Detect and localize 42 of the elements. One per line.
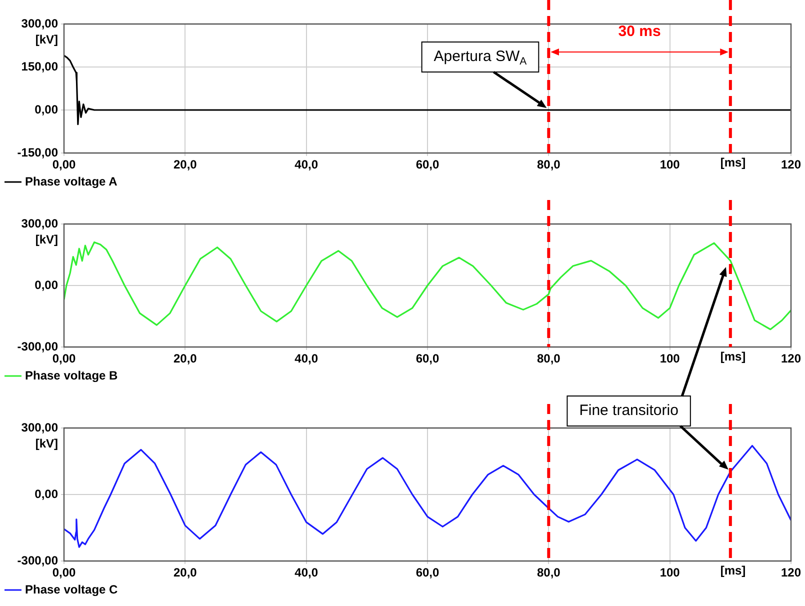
- x-tick-label: 100: [660, 158, 680, 172]
- x-tick-label: 20,0: [173, 566, 198, 580]
- annotation: Fine transitorio: [579, 402, 678, 420]
- annotation: 30 ms: [618, 23, 661, 40]
- x-tick-label: 120: [780, 566, 802, 580]
- x-tick-label: 100: [660, 566, 680, 580]
- x-tick-label: 120: [780, 352, 802, 366]
- y-tick-label: -150,00: [17, 145, 58, 160]
- y-axis-title: [kV]: [35, 32, 58, 46]
- x-tick-label: 80,0: [536, 566, 561, 580]
- y-tick-label: 0,00: [34, 278, 58, 292]
- legend-label: Phase voltage B: [25, 368, 118, 382]
- x-tick-label: 80,0: [536, 352, 561, 366]
- x-tick-label: 100: [660, 352, 680, 366]
- y-tick-label: -300,00: [17, 339, 58, 354]
- y-tick-label: 0,00: [34, 102, 58, 116]
- y-axis-title: [kV]: [35, 436, 58, 450]
- x-tick-label: 40,0: [294, 352, 318, 366]
- y-tick-label: 150,00: [21, 59, 58, 74]
- x-tick-label: 40,0: [294, 566, 318, 580]
- x-tick-label: 0,00: [52, 352, 76, 366]
- x-tick-label: 40,0: [294, 158, 318, 172]
- x-tick-label: 0,00: [52, 566, 76, 580]
- x-tick-label: 120: [780, 158, 802, 172]
- x-axis-title: [ms]: [720, 563, 746, 578]
- legend-label: Phase voltage A: [25, 174, 118, 188]
- x-tick-label: 20,0: [173, 158, 198, 172]
- x-tick-label: 60,0: [416, 352, 440, 366]
- y-tick-label: 0,00: [34, 486, 58, 501]
- y-tick-label: -300,00: [17, 553, 58, 568]
- x-tick-label: 60,0: [416, 566, 440, 580]
- x-tick-label: 60,0: [416, 158, 440, 172]
- y-tick-label: 300,00: [21, 16, 58, 30]
- x-tick-label: 80,0: [536, 158, 561, 172]
- y-axis-title: [kV]: [35, 232, 58, 246]
- y-tick-label: 300,00: [21, 420, 58, 434]
- x-axis-title: [ms]: [720, 349, 746, 364]
- x-tick-label: 0,00: [52, 158, 76, 172]
- x-axis-title: [ms]: [720, 155, 746, 170]
- x-tick-label: 20,0: [173, 352, 198, 366]
- legend-label: Phase voltage C: [25, 582, 118, 596]
- y-tick-label: 300,00: [21, 216, 58, 230]
